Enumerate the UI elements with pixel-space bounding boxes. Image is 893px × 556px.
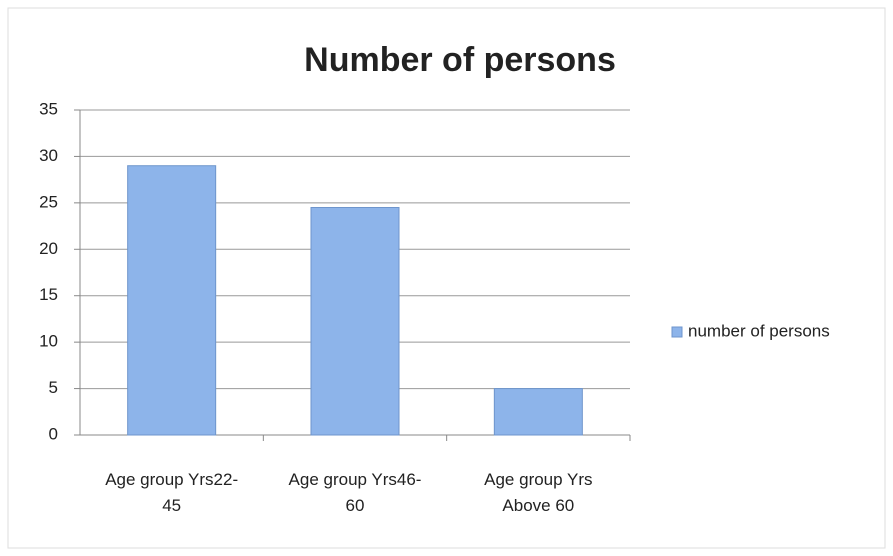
x-tick-label: Age group Yrs Above 60 [484,470,592,515]
y-tick-label: 5 [49,378,58,397]
legend-label: number of persons [688,321,830,340]
x-tick-label: Age group Yrs46-60 [289,470,422,515]
y-tick-label: 15 [39,285,58,304]
bar [127,165,217,436]
y-tick-label: 35 [39,99,58,118]
bar [493,388,583,436]
legend-swatch [671,326,683,338]
bar [310,207,400,436]
y-tick-label: 25 [39,192,58,211]
x-tick-label: Age group Yrs22-45 [105,470,238,515]
chart-title: Number of persons [304,41,616,79]
y-tick-label: 20 [39,239,58,258]
y-tick-label: 30 [39,146,58,165]
y-tick-label: 0 [49,424,58,443]
y-tick-label: 10 [39,332,58,351]
